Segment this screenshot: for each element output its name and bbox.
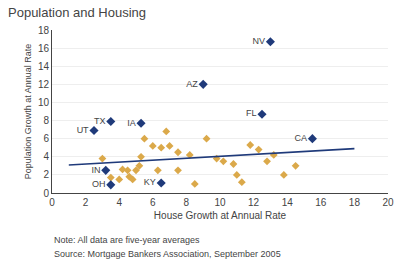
svg-text:CA: CA	[295, 133, 308, 143]
svg-text:12: 12	[38, 79, 50, 90]
svg-text:6: 6	[150, 197, 156, 208]
svg-text:Population Growth at Annual Ra: Population Growth at Annual Rate	[23, 44, 33, 180]
svg-text:0: 0	[49, 197, 55, 208]
svg-text:IN: IN	[91, 165, 100, 175]
svg-text:Source: Mortgage Bankers Assoc: Source: Mortgage Bankers Association, Se…	[54, 249, 281, 259]
svg-text:14: 14	[38, 61, 50, 72]
svg-text:8: 8	[43, 115, 49, 126]
svg-text:House Growth at Annual Rate: House Growth at Annual Rate	[154, 210, 287, 221]
svg-text:18: 18	[349, 197, 361, 208]
svg-text:4: 4	[116, 197, 122, 208]
svg-text:Population and Housing: Population and Housing	[8, 5, 146, 20]
svg-text:10: 10	[38, 97, 50, 108]
svg-text:TX: TX	[94, 116, 106, 126]
svg-text:UT: UT	[77, 125, 89, 135]
svg-text:16: 16	[315, 197, 327, 208]
svg-text:2: 2	[83, 197, 89, 208]
svg-text:16: 16	[38, 43, 50, 54]
svg-text:FL: FL	[246, 108, 257, 118]
svg-text:6: 6	[43, 133, 49, 144]
svg-text:NV: NV	[253, 36, 266, 46]
svg-text:IA: IA	[127, 118, 136, 128]
svg-text:OH: OH	[92, 179, 106, 189]
svg-text:0: 0	[43, 188, 49, 199]
svg-text:4: 4	[43, 151, 49, 162]
svg-text:14: 14	[282, 197, 294, 208]
svg-text:18: 18	[38, 25, 50, 36]
svg-text:AZ: AZ	[186, 79, 198, 89]
svg-text:20: 20	[382, 197, 394, 208]
svg-text:10: 10	[214, 197, 226, 208]
svg-text:2: 2	[43, 169, 49, 180]
svg-text:8: 8	[184, 197, 190, 208]
svg-text:KY: KY	[144, 177, 156, 187]
svg-text:Note: All data are five-year a: Note: All data are five-year averages	[54, 235, 200, 245]
svg-text:12: 12	[248, 197, 260, 208]
